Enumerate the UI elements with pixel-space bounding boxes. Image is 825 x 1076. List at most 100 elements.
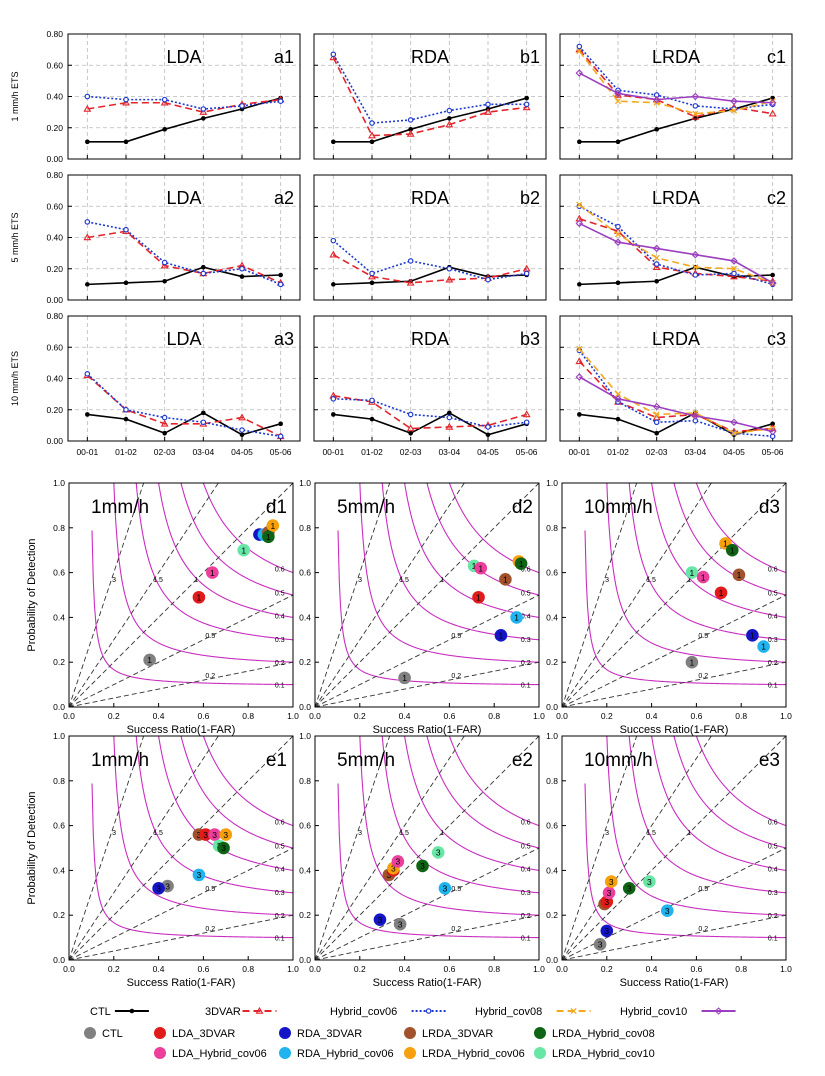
x-axis-label: Success Ratio(1-FAR) xyxy=(373,977,482,989)
series-point-CTL xyxy=(201,264,206,270)
performance-panel-d1: 0.10.20.30.40.50.60.20.511.530.00.00.20.… xyxy=(26,478,299,736)
bias-line xyxy=(315,847,539,960)
panel-title: LRDA xyxy=(652,188,700,208)
panel-tag: a2 xyxy=(274,188,294,208)
series-line-Hybrid_cov08 xyxy=(578,50,773,115)
x-tick-label: 03-04 xyxy=(438,447,460,457)
series-point-CTL xyxy=(447,116,452,121)
y-tick-label: 0.60 xyxy=(46,342,63,352)
series-point-3DVAR xyxy=(406,424,415,432)
bias-line xyxy=(315,483,539,707)
y-tick-label: 0.8 xyxy=(546,776,558,786)
csi-label: 0.1 xyxy=(768,682,778,689)
series-point-3DVAR xyxy=(368,272,376,280)
bias-line xyxy=(562,483,638,707)
legend-line-Hybrid_cov10: Hybrid_cov10 xyxy=(620,1006,736,1018)
csi-label: 0.2 xyxy=(521,913,531,920)
x-tick-label: 1.0 xyxy=(287,711,299,721)
point-CTL xyxy=(685,655,699,669)
bias-line xyxy=(69,914,293,960)
y-tick-label: 0.40 xyxy=(46,92,63,102)
panel-title: RDA xyxy=(411,188,449,208)
point-LDA_Hybrid_cov06 xyxy=(391,855,405,868)
point-label: 1 xyxy=(478,563,483,573)
csi-label: 0.4 xyxy=(521,867,531,874)
csi-label: 0.5 xyxy=(768,590,778,597)
y-tick-label: 0.2 xyxy=(546,657,558,667)
panel-title: 1mm/h xyxy=(91,497,149,518)
y-tick-label: 0.80 xyxy=(46,29,63,39)
x-tick-label: 00-01 xyxy=(322,447,344,457)
point-LDA_3DVAR xyxy=(199,828,212,841)
point-label: 3 xyxy=(391,863,396,873)
series-point-Hybrid_cov08 xyxy=(730,265,738,272)
csi-label: 0.3 xyxy=(521,637,531,644)
series-point-CTL xyxy=(239,274,245,279)
csi-curve xyxy=(584,530,786,686)
legend-label: RDA_Hybrid_cov06 xyxy=(297,1048,394,1060)
series-point-CTL xyxy=(85,282,90,287)
series-point-Hybrid_cov06 xyxy=(523,270,530,277)
plot-area: 0.1 0.2 0.3 0.4 0.5 0.6 0.2 0.5 1 1.5 3 xyxy=(562,483,786,707)
point-LDA_Hybrid_cov06 xyxy=(602,886,616,900)
bias-line xyxy=(315,661,539,707)
y-tick-label: 0.80 xyxy=(46,170,63,180)
series-point-3DVAR xyxy=(329,53,338,61)
legend-dot-CTL: CTL xyxy=(84,1027,123,1040)
series-line-CTL xyxy=(579,266,773,286)
bias-label: 0.5 xyxy=(205,633,215,640)
series-line-CTL xyxy=(87,97,281,143)
series-point-Hybrid_cov08 xyxy=(730,107,738,114)
bias-label: 3 xyxy=(605,577,609,584)
series-point-CTL xyxy=(162,127,167,132)
csi-curve xyxy=(135,483,293,641)
bias-label: 1.5 xyxy=(153,577,163,584)
series-point-3DVAR xyxy=(406,278,415,286)
series-point-CTL xyxy=(331,282,336,287)
performance-panel-e3: 0.10.20.30.40.50.60.20.511.530.00.00.20.… xyxy=(546,731,792,989)
bias-line xyxy=(315,736,391,960)
y-tick-label: 0.6 xyxy=(53,821,65,831)
legend-dot-RDA_3DVAR: RDA_3DVAR xyxy=(279,1027,362,1040)
point-CTL xyxy=(143,653,156,667)
bias-line xyxy=(562,483,712,707)
series-point-CTL xyxy=(577,412,582,417)
bias-line xyxy=(562,594,786,707)
y-tick-label: 0.0 xyxy=(53,702,65,712)
point-LRDA_Hybrid_cov08 xyxy=(514,557,528,570)
series-point-CTL xyxy=(577,139,582,145)
series-point-CTL xyxy=(331,139,336,145)
series-point-3DVAR xyxy=(691,112,700,120)
csi-curve xyxy=(695,736,786,827)
point-CTL xyxy=(398,671,411,685)
series-line-3DVAR xyxy=(332,57,527,137)
csi-curve xyxy=(91,783,293,939)
series-point-CTL xyxy=(123,280,129,286)
plot-area: 0.1 0.2 0.3 0.4 0.5 0.6 0.2 0.5 1 1.5 3 xyxy=(69,483,293,707)
y-tick-label: 0.4 xyxy=(546,865,558,875)
y-axis-label: 5 mm/h ETS xyxy=(10,212,20,262)
bias-label: 1 xyxy=(440,830,444,837)
csi-label: 0.1 xyxy=(275,682,285,689)
x-tick-label: 04-05 xyxy=(723,447,745,457)
bias-line xyxy=(562,736,786,960)
csi-label: 0.3 xyxy=(275,890,285,897)
panel-title: LDA xyxy=(166,47,201,67)
legend-label: 3DVAR xyxy=(205,1006,241,1018)
series-point-Hybrid_cov10 xyxy=(614,238,622,246)
series-point-CTL xyxy=(615,139,621,145)
performance-diagrams: 0.10.20.30.40.50.60.20.511.530.00.00.20.… xyxy=(26,478,792,989)
x-tick-label: 0.8 xyxy=(488,964,500,974)
series-point-Hybrid_cov08 xyxy=(730,430,738,437)
y-tick-label: 0.6 xyxy=(546,821,558,831)
bias-line xyxy=(562,736,638,960)
x-tick-label: 05-06 xyxy=(516,447,538,457)
series-point-3DVAR xyxy=(522,410,531,418)
series-point-Hybrid_cov06 xyxy=(523,101,530,108)
series-line-3DVAR xyxy=(86,374,282,438)
point-label: 3 xyxy=(165,881,170,891)
legend-marker xyxy=(425,1008,432,1014)
csi-curve xyxy=(381,736,539,894)
legend-marker xyxy=(129,1008,135,1014)
